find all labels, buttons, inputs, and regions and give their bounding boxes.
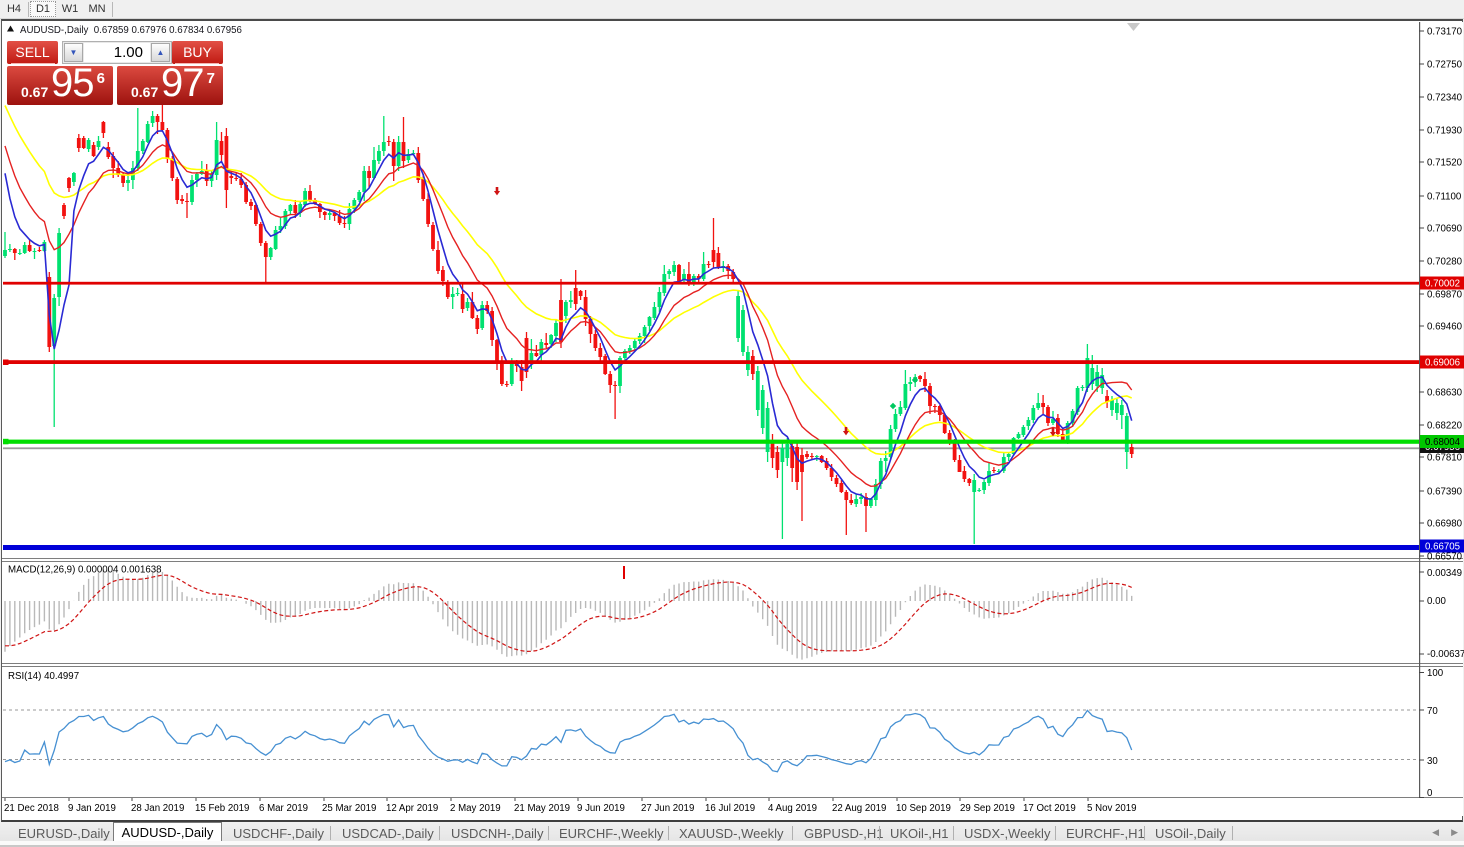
svg-text:0.67390: 0.67390	[1427, 487, 1463, 498]
svg-text:25 Mar 2019: 25 Mar 2019	[322, 803, 376, 814]
svg-text:21 May 2019: 21 May 2019	[514, 803, 570, 814]
svg-text:0.71100: 0.71100	[1427, 192, 1462, 203]
svg-text:6 Mar 2019: 6 Mar 2019	[259, 803, 308, 814]
svg-text:0.00: 0.00	[1427, 596, 1446, 607]
svg-text:0.66980: 0.66980	[1427, 519, 1463, 530]
svg-text:RSI(14) 40.4997: RSI(14) 40.4997	[8, 671, 79, 682]
svg-text:4 Aug 2019: 4 Aug 2019	[768, 803, 817, 814]
svg-text:0: 0	[1427, 788, 1433, 799]
svg-text:0.72340: 0.72340	[1427, 93, 1463, 104]
svg-text:12 Apr 2019: 12 Apr 2019	[386, 803, 438, 814]
svg-text:0.69460: 0.69460	[1427, 322, 1463, 333]
svg-text:30: 30	[1427, 756, 1438, 767]
svg-text:0.72750: 0.72750	[1427, 60, 1463, 71]
svg-text:29 Sep 2019: 29 Sep 2019	[960, 803, 1015, 814]
svg-text:0.69006: 0.69006	[1425, 358, 1460, 369]
svg-text:15 Feb 2019: 15 Feb 2019	[195, 803, 249, 814]
svg-text:22 Aug 2019: 22 Aug 2019	[832, 803, 886, 814]
svg-text:0.66570: 0.66570	[1427, 552, 1463, 563]
svg-text:9 Jan 2019: 9 Jan 2019	[68, 803, 116, 814]
svg-text:9 Jun 2019: 9 Jun 2019	[577, 803, 625, 814]
svg-text:100: 100	[1427, 668, 1444, 679]
svg-text:0.66705: 0.66705	[1425, 542, 1460, 553]
svg-text:0.71520: 0.71520	[1427, 158, 1463, 169]
svg-text:17 Oct 2019: 17 Oct 2019	[1023, 803, 1076, 814]
svg-text:0.68630: 0.68630	[1427, 388, 1463, 399]
svg-text:21 Dec 2018: 21 Dec 2018	[4, 803, 59, 814]
svg-text:16 Jul 2019: 16 Jul 2019	[705, 803, 755, 814]
svg-text:MACD(12,26,9) 0.000004 0.00163: MACD(12,26,9) 0.000004 0.001638	[8, 565, 162, 576]
svg-text:0.70690: 0.70690	[1427, 224, 1463, 235]
svg-text:28 Jan 2019: 28 Jan 2019	[131, 803, 184, 814]
svg-text:0.00349: 0.00349	[1427, 568, 1462, 579]
svg-text:0.70280: 0.70280	[1427, 257, 1463, 268]
svg-text:0.68220: 0.68220	[1427, 421, 1463, 432]
svg-text:70: 70	[1427, 706, 1438, 717]
svg-text:AUDUSD-,Daily 0.67859 0.67976: AUDUSD-,Daily 0.67859 0.67976 0.67834 0.…	[20, 25, 242, 36]
svg-text:2 May 2019: 2 May 2019	[450, 803, 501, 814]
svg-text:27 Jun 2019: 27 Jun 2019	[641, 803, 694, 814]
svg-text:0.73170: 0.73170	[1427, 27, 1463, 38]
svg-text:0.70002: 0.70002	[1425, 279, 1460, 290]
svg-text:-0.00637: -0.00637	[1427, 649, 1464, 660]
svg-text:0.67810: 0.67810	[1427, 453, 1463, 464]
svg-text:0.69870: 0.69870	[1427, 290, 1463, 301]
svg-text:10 Sep 2019: 10 Sep 2019	[896, 803, 951, 814]
svg-text:0.71930: 0.71930	[1427, 126, 1463, 137]
svg-text:5 Nov 2019: 5 Nov 2019	[1087, 803, 1137, 814]
svg-text:0.68004: 0.68004	[1425, 437, 1461, 448]
